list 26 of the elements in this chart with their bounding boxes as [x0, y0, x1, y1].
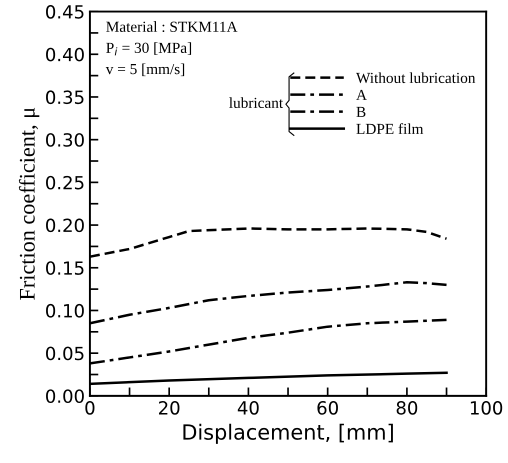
- y-tick-label: 0.45: [46, 5, 84, 19]
- y-tick-label: 0.30: [46, 133, 84, 147]
- annotation: v = 5 [mm/s]: [106, 63, 184, 76]
- y-tick-label: 0.05: [46, 346, 84, 360]
- y-tick-label: 0.15: [46, 261, 84, 275]
- x-tick-label: 40: [238, 401, 259, 415]
- legend-label: B: [356, 106, 366, 117]
- y-tick-label: 0.25: [46, 176, 84, 190]
- x-tick-label: 80: [396, 401, 418, 415]
- annotation: P$_{i}$ = 30 [MPa]: [106, 42, 192, 56]
- x-tick-label: 20: [159, 401, 180, 415]
- legend-label: Without lubrication: [356, 72, 476, 84]
- legend-title: lubricant: [229, 97, 284, 108]
- y-tick-label: 0.40: [46, 48, 84, 62]
- legend-label: LDPE film: [356, 123, 424, 134]
- x-tick-label: 100: [470, 401, 502, 415]
- y-tick-label: 0.10: [46, 304, 84, 318]
- annotation: Material : STKM11A: [106, 21, 238, 32]
- y-tick-label: 0.20: [46, 218, 84, 232]
- x-axis-title: Displacement, [mm]: [183, 424, 393, 444]
- x-tick-label: 0: [85, 401, 94, 415]
- y-tick-label: 0.00: [46, 389, 84, 403]
- y-tick-label: 0.35: [46, 90, 84, 104]
- legend-label: A: [356, 90, 367, 100]
- x-tick-label: 60: [317, 401, 338, 415]
- y-axis-title: Friction coefficient, μ: [18, 108, 40, 300]
